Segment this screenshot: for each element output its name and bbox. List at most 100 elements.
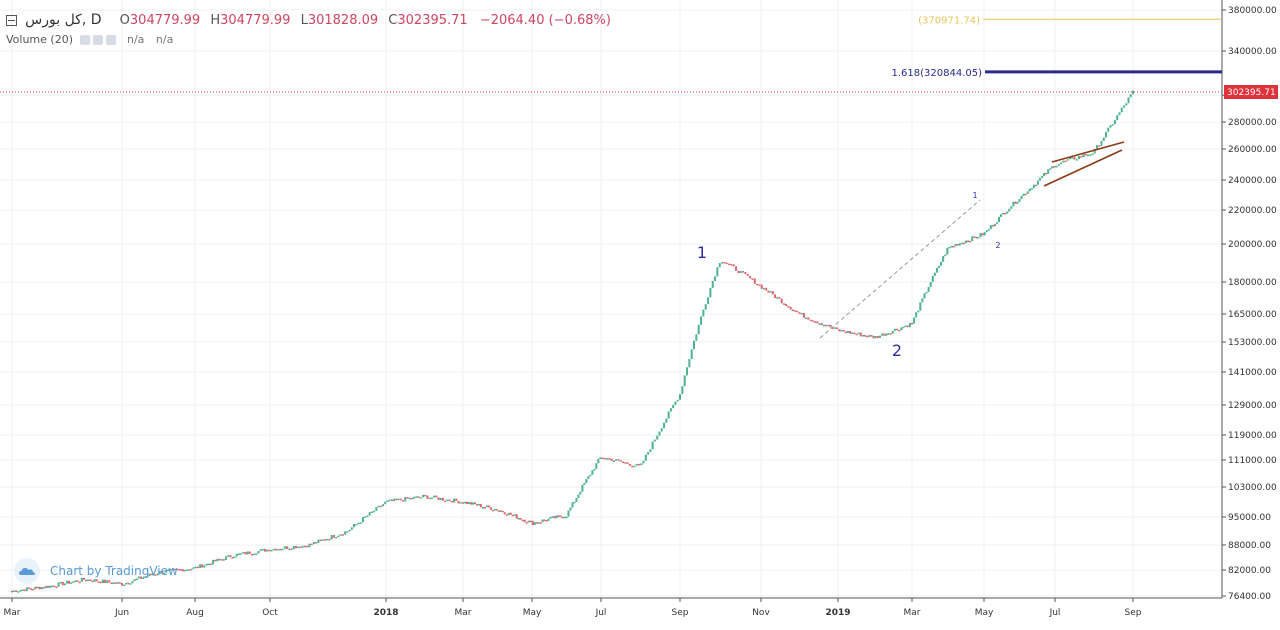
symbol-label[interactable]: کل بورس, D (25, 12, 102, 28)
price-candle (68, 580, 71, 584)
price-candle (814, 321, 817, 323)
y-tick-label: 111000.00 (1228, 456, 1277, 466)
price-candle (182, 569, 185, 572)
price-candle (511, 514, 514, 517)
price-candle (283, 546, 286, 549)
price-candle (205, 563, 208, 566)
price-candle (199, 564, 202, 568)
price-candle (876, 336, 879, 338)
price-candle (601, 457, 604, 459)
price-candle (450, 500, 453, 503)
price-candle (940, 261, 943, 266)
price-candle (836, 327, 839, 330)
price-candle (477, 504, 480, 506)
price-candle (1057, 164, 1060, 166)
price-candle (408, 497, 411, 500)
price-candle (399, 498, 402, 501)
price-candle (610, 458, 613, 462)
price-candle (253, 553, 256, 556)
price-candle (883, 333, 886, 336)
x-tick-label: Jul (595, 608, 607, 618)
x-tick-label: Aug (186, 608, 204, 618)
price-candle (1018, 199, 1021, 202)
price-candle (286, 546, 289, 549)
y-tick-label: 82000.00 (1228, 566, 1271, 576)
price-candle (956, 243, 959, 246)
price-candle (878, 335, 881, 338)
price-candle (782, 303, 785, 305)
price-candle (569, 507, 572, 511)
price-candle (758, 284, 761, 286)
price-candle (489, 507, 492, 510)
price-candle (212, 559, 215, 565)
price-candle (555, 515, 558, 519)
price-candle (1043, 172, 1046, 177)
price-candle (57, 582, 60, 587)
price-candle (255, 553, 258, 556)
price-candle (721, 262, 724, 264)
price-candle (1114, 120, 1116, 125)
price-candle (248, 551, 251, 554)
price-candle (1102, 137, 1105, 141)
price-candle (225, 556, 228, 560)
price-candle (954, 243, 957, 247)
price-candle (11, 590, 13, 593)
price-candle (960, 242, 963, 245)
price-candle (274, 548, 277, 551)
price-candle (593, 468, 596, 471)
trendline-lower (1043, 149, 1123, 187)
price-candle (656, 435, 659, 440)
collapse-icon[interactable] (6, 15, 17, 26)
price-candle (872, 335, 875, 339)
close-icon[interactable] (105, 35, 116, 45)
settings-icon[interactable] (79, 35, 90, 45)
price-candle (175, 568, 178, 571)
price-candle (292, 546, 295, 550)
price-candle (521, 519, 524, 522)
price-candle (730, 264, 733, 266)
price-candle (653, 439, 656, 442)
price-candle (791, 309, 794, 312)
price-candle (631, 465, 634, 468)
price-candle (184, 569, 187, 572)
price-candle (977, 236, 980, 239)
price-candle (753, 278, 756, 284)
price-candle (1123, 105, 1125, 108)
wave-label: 2 (892, 341, 902, 360)
price-candle (1078, 156, 1080, 160)
price-candle (981, 233, 984, 236)
price-candle (834, 327, 837, 329)
price-candle (32, 588, 35, 591)
price-candle (998, 216, 1001, 223)
y-tick-label: 180000.00 (1228, 278, 1277, 288)
candles (11, 90, 1134, 593)
price-candle (669, 408, 672, 412)
price-candle (519, 518, 522, 520)
price-candle (419, 497, 422, 499)
volume-label[interactable]: Volume (20) (6, 33, 73, 46)
price-candle (935, 267, 938, 273)
price-candle (459, 502, 462, 504)
price-candle (59, 581, 62, 584)
price-candle (110, 582, 113, 584)
price-candle (95, 579, 98, 582)
price-candle (453, 498, 456, 503)
tradingview-credit[interactable]: Chart by TradingView (14, 558, 178, 584)
price-candle (674, 401, 677, 405)
price-candle (227, 555, 230, 557)
price-candle (553, 516, 556, 519)
price-candle (831, 327, 834, 329)
price-candle (335, 536, 338, 539)
price-candle (868, 335, 871, 338)
price-candle (137, 576, 140, 579)
price-candle (969, 240, 972, 243)
price-candle (493, 508, 496, 511)
price-candle (49, 585, 52, 588)
price-candle (19, 590, 22, 592)
eye-icon[interactable] (92, 35, 103, 45)
price-candle (995, 222, 998, 224)
price-candle (545, 520, 548, 522)
price-candle (547, 518, 550, 521)
